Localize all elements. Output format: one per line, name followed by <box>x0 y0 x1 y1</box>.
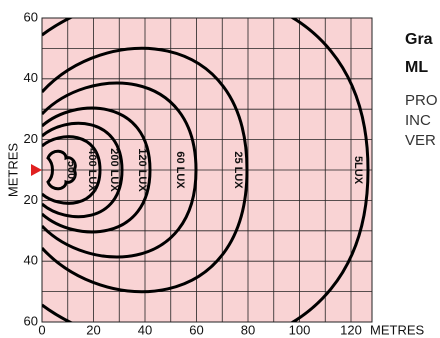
side-text: VER <box>405 132 436 149</box>
lux-contour <box>42 121 124 219</box>
contour-label: 200 LUX <box>108 148 120 192</box>
lux-contour <box>46 149 77 191</box>
lux-contour <box>42 106 152 234</box>
lux-contour <box>42 18 370 322</box>
lux-contour <box>42 135 102 205</box>
y-tick-label: 40 <box>24 253 38 268</box>
x-axis-label: METRES <box>370 322 425 337</box>
y-tick-label: 60 <box>24 9 38 24</box>
light-source-marker <box>31 164 42 176</box>
x-tick-label: 80 <box>241 322 255 337</box>
contour-label: 25 LUX <box>232 151 244 189</box>
side-text: INC <box>405 112 431 129</box>
side-title: ML <box>405 59 428 76</box>
x-tick-label: 100 <box>289 322 311 337</box>
side-title: Gra <box>405 31 433 48</box>
x-tick-label: 60 <box>189 322 203 337</box>
y-tick-label: 60 <box>24 313 38 328</box>
x-tick-label: 40 <box>138 322 152 337</box>
x-tick-label: 0 <box>38 322 45 337</box>
contours <box>42 18 370 322</box>
y-tick-label: 20 <box>24 131 38 146</box>
contour-label: 60 LUX <box>174 151 186 189</box>
x-tick-label: 120 <box>340 322 362 337</box>
y-axis-label: METRES <box>5 143 20 198</box>
side-text: PRO <box>405 92 438 109</box>
y-tick-label: 40 <box>24 70 38 85</box>
x-tick-label: 20 <box>86 322 100 337</box>
contour-label: 5LUX <box>352 156 364 185</box>
contour-label: 500 <box>65 161 77 179</box>
lux-contour <box>42 81 198 259</box>
contour-label: 120 LUX <box>136 148 148 192</box>
lux-contour <box>42 46 249 294</box>
contour-label: 400 LUX <box>86 148 98 192</box>
y-tick-label: 20 <box>24 192 38 207</box>
